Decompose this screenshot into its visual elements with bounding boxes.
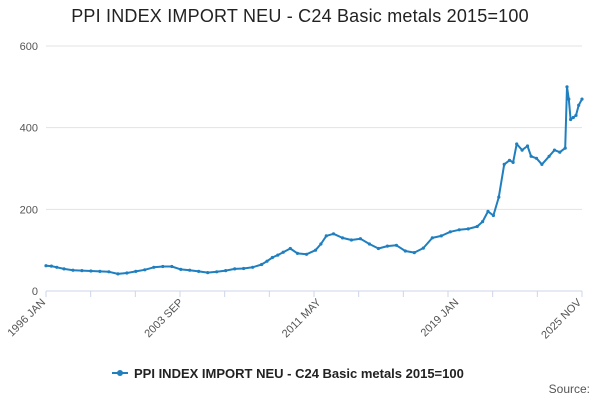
data-point [376,246,380,251]
data-point [304,252,309,256]
data-point [439,234,443,238]
data-point [525,144,530,148]
y-tick-label: 200 [20,204,38,216]
x-axis: 1996 JAN 2003 SEP 2011 MAY 2019 JAN 2025 NOV [5,290,585,341]
data-point [563,146,567,150]
data-point [161,264,165,269]
data-point [569,117,573,122]
data-point [412,251,416,255]
y-axis-ticks: 0 200 400 600 [20,41,38,298]
gridlines [46,45,582,210]
data-point [457,228,461,232]
data-point [265,259,269,263]
data-point [515,142,519,146]
chart-title: PPI INDEX IMPORT NEU - C24 Basic metals … [71,6,529,26]
data-point [367,242,371,246]
data-point [224,269,228,273]
data-point [394,243,398,247]
data-point [179,267,183,271]
legend-label: PPI INDEX IMPORT NEU - C24 Basic metals … [134,366,464,381]
data-point [358,237,362,241]
data-point [448,230,452,234]
data-point [89,269,93,273]
data-point [534,156,539,160]
series-layer [44,85,584,276]
data-point [558,150,562,154]
data-point [295,251,300,255]
data-point [481,220,485,224]
x-tick-label: 2019 JAN [419,297,462,340]
source-label: Source: [548,382,590,396]
data-point [71,268,75,272]
data-point [324,234,328,238]
data-point [55,265,59,269]
x-tick-label: 1996 JAN [5,297,48,340]
data-point [529,154,533,158]
data-point [565,85,569,89]
data-point [430,236,434,240]
data-point [385,244,389,248]
data-point [80,269,84,273]
series-line [45,85,583,275]
data-point [49,264,54,268]
data-point [574,113,578,117]
data-point [152,265,156,269]
data-point [491,213,495,218]
data-point [475,224,479,229]
data-point [421,246,425,250]
data-point [188,268,192,272]
legend-marker [117,370,123,376]
data-point [567,97,571,101]
data-point [116,272,120,276]
data-point [577,103,581,107]
data-point [62,267,66,271]
data-point [580,97,584,101]
data-point [242,266,246,271]
data-point [98,269,102,273]
data-point [511,160,515,164]
data-point [206,271,210,275]
data-point [466,227,470,231]
data-point [403,249,407,253]
data-point [552,148,557,152]
y-tick-label: 0 [32,286,38,298]
data-point [215,270,219,274]
y-tick-label: 400 [20,123,38,135]
data-point [319,242,323,246]
data-point [520,148,524,152]
y-tick-label: 600 [20,41,38,53]
data-point [547,154,551,158]
data-point [507,158,512,162]
data-point [313,248,318,252]
data-point [143,268,147,272]
data-point [540,162,544,166]
data-point [260,262,264,267]
data-point [107,270,111,274]
legend[interactable]: PPI INDEX IMPORT NEU - C24 Basic metals … [112,366,464,381]
data-point [486,209,490,213]
x-tick-label: 2011 MAY [280,296,324,340]
data-point [349,238,353,242]
data-point [270,255,274,260]
x-tick-label: 2025 NOV [539,296,584,341]
data-point [251,265,255,269]
data-point [331,232,336,236]
data-point [281,250,285,254]
data-point [276,253,280,257]
data-point [288,246,292,251]
data-point [170,264,174,269]
data-point [125,271,129,275]
data-point [502,162,506,166]
data-point [233,267,237,271]
data-point [497,195,501,199]
data-point [571,115,575,120]
data-point [340,236,345,240]
data-point [197,269,201,273]
data-point [44,264,48,268]
x-tick-label: 2003 SEP [142,297,186,341]
data-point [134,269,138,273]
